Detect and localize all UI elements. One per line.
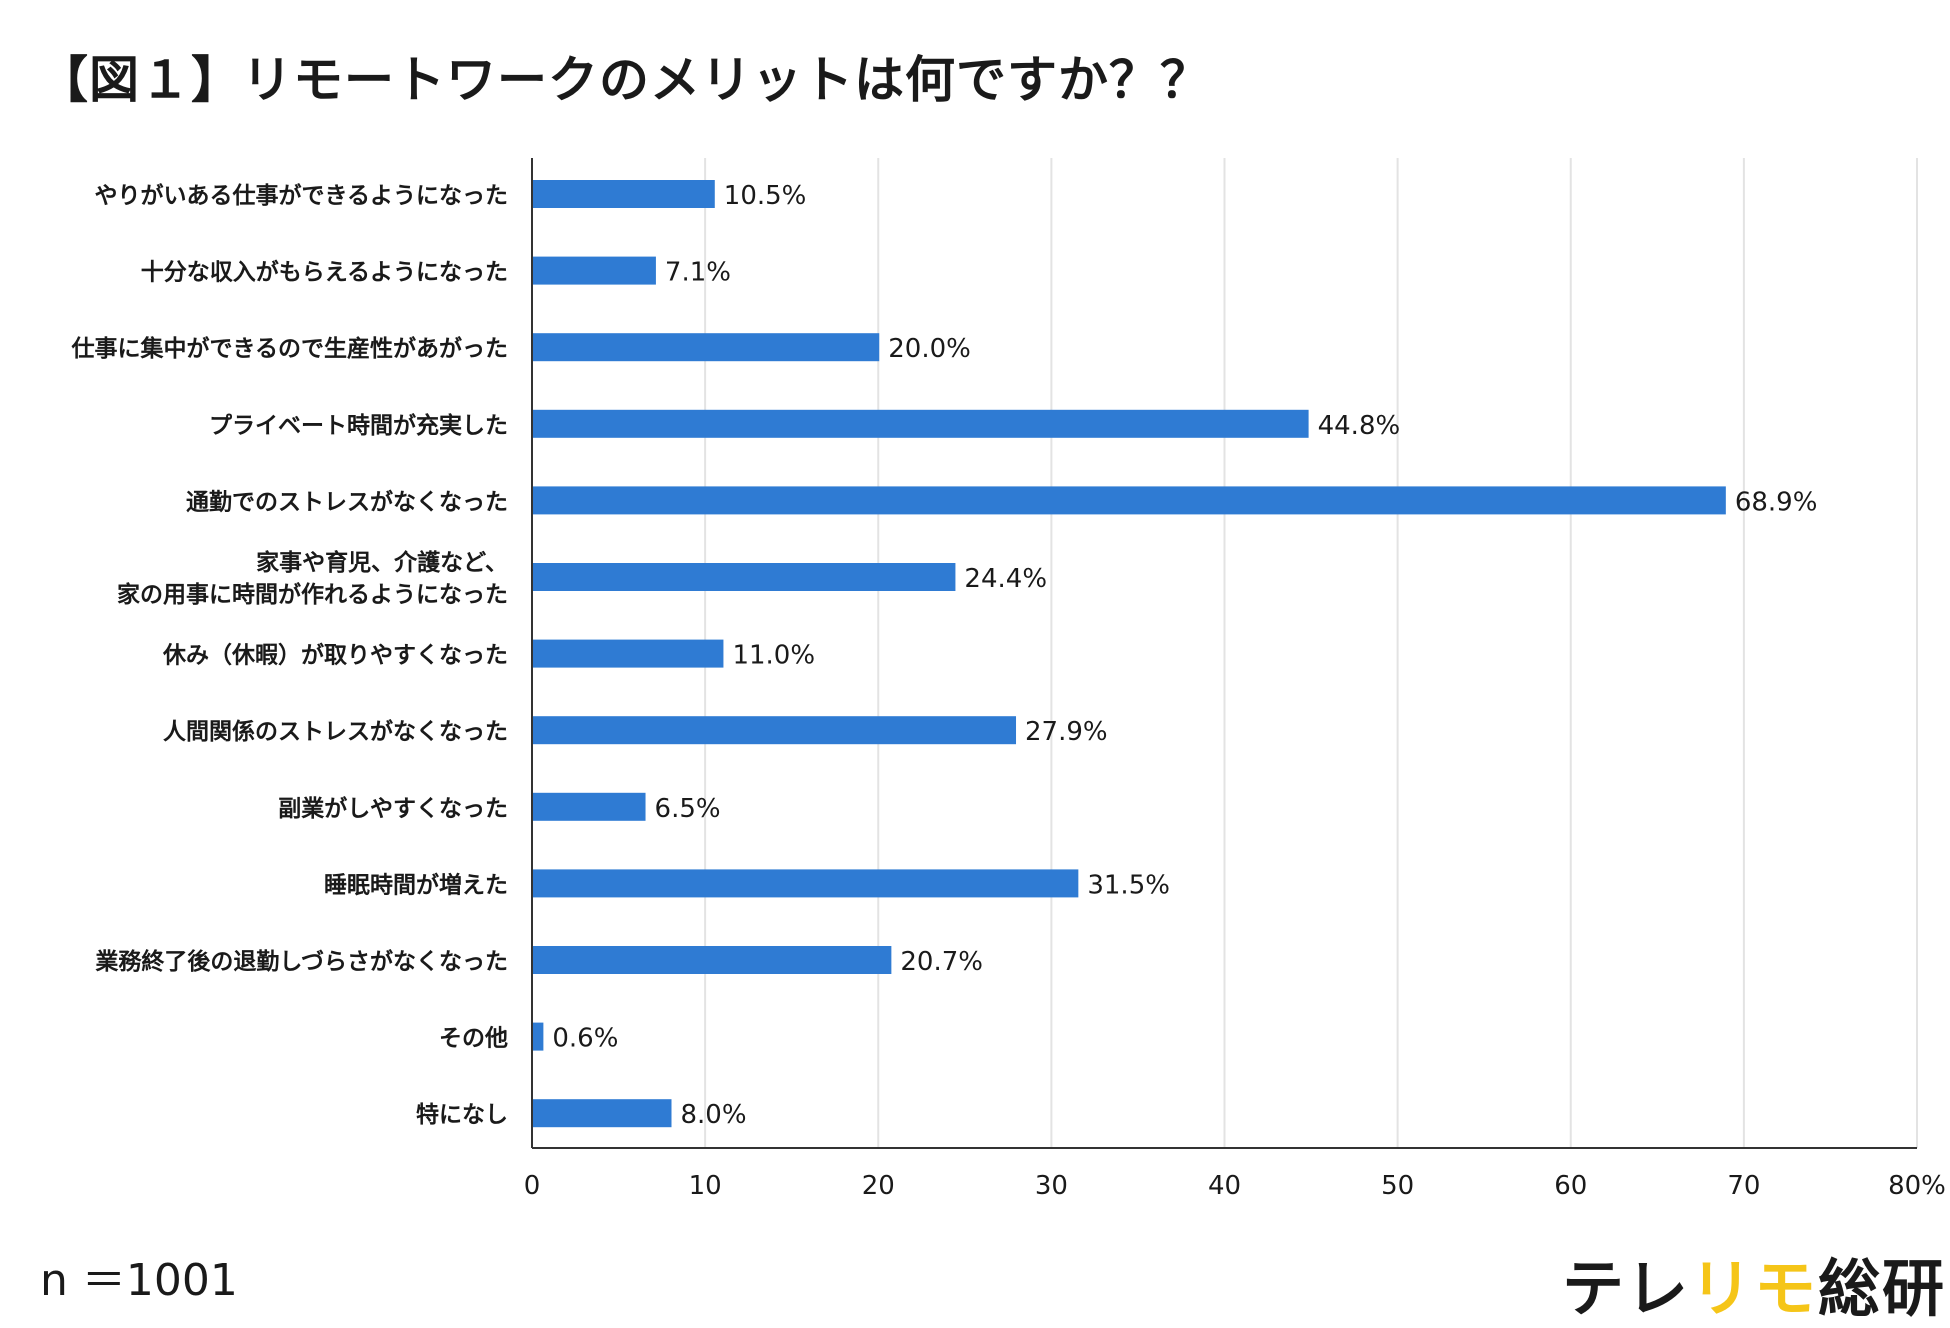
category-label: 家事や育児、介護など、: [256, 549, 508, 576]
value-label: 7.1%: [665, 258, 731, 288]
category-label: 副業がしやすくなった: [278, 795, 508, 822]
bar: [533, 1099, 672, 1128]
value-label: 0.6%: [552, 1024, 618, 1054]
x-tick-label: 80%: [1888, 1171, 1946, 1201]
bar: [533, 946, 892, 974]
bar: [533, 792, 646, 821]
category-label: 通勤でのストレスがなくなった: [186, 488, 508, 515]
value-label: 6.5%: [655, 794, 721, 824]
value-label: 10.5%: [724, 181, 807, 211]
category-label: 休み（休暇）が取りやすくなった: [162, 642, 508, 669]
category-labels: やりがいある仕事ができるようになった十分な収入がもらえるようになった仕事に集中が…: [70, 182, 508, 1128]
bar: [533, 869, 1079, 898]
brand-part-1: テレ: [1561, 1252, 1690, 1325]
x-tick-label: 50: [1381, 1171, 1414, 1201]
bar: [533, 639, 724, 668]
bar: [533, 333, 880, 362]
category-label: 業務終了後の退勤しづらさがなくなった: [94, 948, 508, 975]
brand-part-2: リモ: [1689, 1252, 1818, 1325]
category-label: 睡眠時間が増えた: [324, 871, 508, 898]
category-label: 人間関係のストレスがなくなった: [163, 718, 508, 745]
bar: [533, 1022, 544, 1051]
brand-logo: テレリモ総研: [1562, 1238, 1946, 1328]
x-tick-label: 60: [1554, 1171, 1587, 1201]
category-label: やりがいある仕事ができるようになった: [94, 182, 508, 209]
bars: [533, 180, 1726, 1128]
value-label: 44.8%: [1318, 411, 1401, 441]
value-label: 20.7%: [900, 947, 983, 977]
bar: [533, 716, 1017, 745]
axes: [531, 158, 1917, 1149]
bar: [533, 563, 956, 591]
value-label: 11.0%: [732, 641, 815, 671]
category-label: 特になし: [416, 1102, 508, 1128]
value-label: 68.9%: [1735, 487, 1818, 517]
category-label: プライベート時間が充実した: [209, 412, 508, 439]
bar: [533, 180, 715, 208]
bar: [533, 256, 656, 285]
category-label: 家の用事に時間が作れるようになった: [117, 581, 508, 608]
value-label: 8.0%: [681, 1100, 747, 1130]
x-tick-label: 10: [689, 1171, 722, 1201]
x-tick-label: 20: [862, 1171, 895, 1201]
value-label: 24.4%: [964, 564, 1047, 594]
value-label: 27.9%: [1025, 717, 1108, 747]
category-label: 仕事に集中ができるので生産性があがった: [70, 335, 508, 362]
x-tick-label: 30: [1035, 1171, 1068, 1201]
value-label: 20.0%: [888, 334, 971, 364]
brand-part-3: 総研: [1817, 1252, 1946, 1325]
category-label: 十分な収入がもらえるようになった: [141, 259, 508, 286]
bar: [533, 486, 1726, 515]
x-tick-label: 70: [1727, 1171, 1760, 1201]
chart-title: 【図１】リモートワークのメリットは何ですか？？: [38, 51, 1211, 109]
bar: [533, 409, 1309, 438]
value-labels: 10.5% 7.1% 20.0% 44.8% 68.9% 24.4% 11.0% 27.9% 6…: [552, 181, 1817, 1130]
sample-size: n ＝1001: [40, 1255, 238, 1306]
x-tick-label: 40: [1208, 1171, 1241, 1201]
x-tick-label: 0: [524, 1171, 541, 1201]
grid-lines: [704, 158, 1918, 1148]
value-label: 31.5%: [1087, 870, 1170, 900]
x-tick-labels: 0 10 20 30 40 50 60 70 80%: [524, 1171, 1946, 1201]
bar-chart: やりがいある仕事ができるようになった十分な収入がもらえるようになった仕事に集中が…: [70, 158, 1946, 1201]
category-label: その他: [439, 1026, 508, 1052]
